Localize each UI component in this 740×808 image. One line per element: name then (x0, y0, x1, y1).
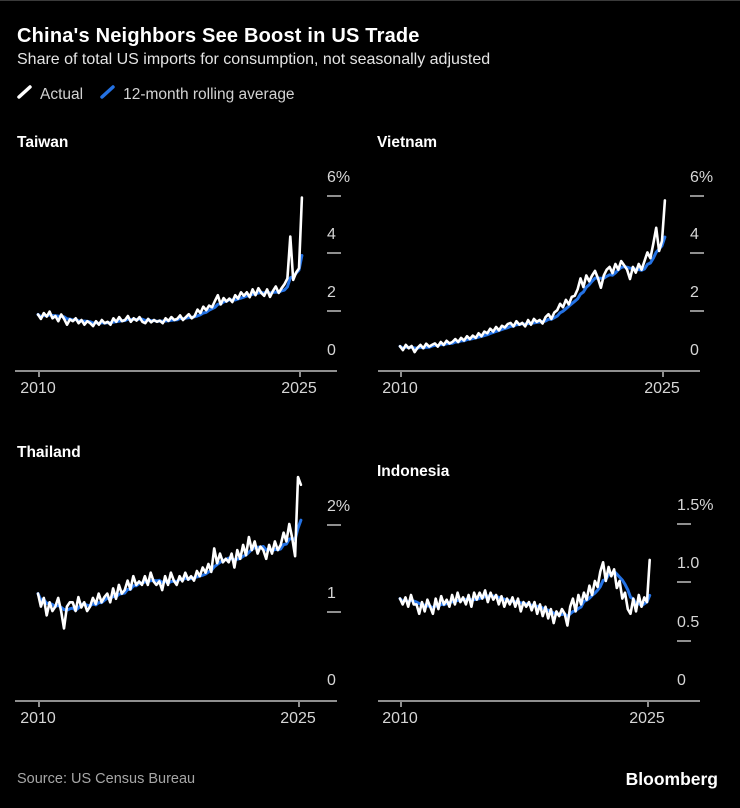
chart-thailand: Thailand 2010 2025 2% 1 0 (0, 431, 370, 741)
rolling-average-line (398, 235, 667, 350)
y-axis-label: 6% (327, 168, 351, 186)
y-axis-label: 4 (690, 226, 699, 244)
y-axis-label: 2 (690, 284, 699, 302)
source-attribution: Source: US Census Bureau (17, 771, 196, 787)
y-axis-tick-dash (327, 194, 341, 197)
x-axis-label: 2025 (281, 380, 317, 397)
x-axis-tick (298, 700, 300, 707)
y-axis-label: 1 (327, 585, 336, 602)
x-axis-tick (662, 370, 664, 377)
y-axis-tick-dash (327, 310, 341, 313)
y-axis-tick-dash (690, 310, 704, 313)
y-axis-label: 2 (327, 284, 336, 302)
y-axis-label: 4 (327, 226, 336, 244)
rolling-average-line (36, 254, 304, 325)
actual-line (36, 196, 304, 328)
chart-taiwan: Taiwan 2010 2025 6% 4 2 0 (0, 121, 370, 411)
y-axis-tick-dash (677, 522, 691, 525)
x-axis-label: 2010 (20, 380, 56, 397)
y-axis-tick-dash (690, 252, 704, 255)
legend-item-actual: Actual (17, 84, 83, 105)
legend-label-actual: Actual (40, 85, 84, 103)
x-axis-label: 2010 (20, 710, 56, 727)
actual-line (398, 199, 667, 354)
x-axis-tick (647, 700, 649, 707)
y-axis-label: 0 (677, 672, 686, 689)
actual-line (398, 558, 652, 627)
x-axis-label: 2010 (382, 710, 418, 727)
chart-title: Indonesia (377, 463, 450, 480)
x-axis-line (378, 370, 700, 372)
x-axis-label: 2025 (629, 710, 665, 727)
x-axis-tick (299, 370, 301, 377)
legend-item-rolling-average: 12-month rolling average (100, 84, 295, 105)
y-axis-label: 0 (327, 342, 336, 359)
x-axis-line (15, 370, 337, 372)
x-axis-label: 2010 (382, 380, 418, 397)
page-title: China's Neighbors See Boost in US Trade (17, 25, 420, 47)
average-line-swatch-icon (100, 84, 116, 105)
plot-area (36, 475, 303, 630)
y-axis-label: 0.5 (677, 613, 700, 631)
x-axis-label: 2025 (644, 380, 680, 397)
plot-area (398, 558, 652, 627)
x-axis-tick (38, 700, 40, 707)
x-axis-tick (400, 370, 402, 377)
page-subtitle: Share of total US imports for consumptio… (17, 51, 491, 68)
plot-area (36, 196, 304, 328)
y-axis-tick-dash (677, 639, 691, 642)
y-axis-tick-dash (677, 581, 691, 583)
chart-indonesia: Indonesia 2010 2025 1.5% 1.0 0.5 0 (370, 431, 740, 741)
actual-line-swatch-icon (17, 84, 33, 105)
y-axis-tick-dash (327, 611, 341, 613)
legend: Actual 12-month rolling average (17, 84, 295, 105)
actual-line (36, 475, 303, 630)
y-axis-label: 6% (690, 168, 714, 186)
chart-title: Vietnam (377, 134, 438, 151)
plot-area (398, 199, 667, 354)
y-axis-label: 0 (690, 342, 699, 359)
bloomberg-logo: Bloomberg (625, 769, 718, 789)
x-axis-label: 2025 (280, 710, 316, 727)
y-axis-tick-dash (327, 524, 341, 526)
x-axis-tick (38, 370, 40, 377)
y-axis-label: 2% (327, 498, 351, 515)
x-axis-tick (400, 700, 402, 707)
chart-title: Taiwan (17, 134, 69, 151)
x-axis-line (378, 700, 700, 702)
y-axis-label: 1.5% (677, 496, 714, 514)
chart-vietnam: Vietnam 2010 2025 6% 4 2 0 (370, 121, 740, 411)
y-axis-label: 1.0 (677, 555, 700, 572)
x-axis-line (15, 700, 337, 702)
y-axis-label: 0 (327, 672, 336, 689)
y-axis-tick-dash (690, 194, 704, 197)
chart-title: Thailand (17, 444, 81, 461)
legend-label-rolling-average: 12-month rolling average (123, 85, 295, 103)
y-axis-tick-dash (327, 252, 341, 255)
